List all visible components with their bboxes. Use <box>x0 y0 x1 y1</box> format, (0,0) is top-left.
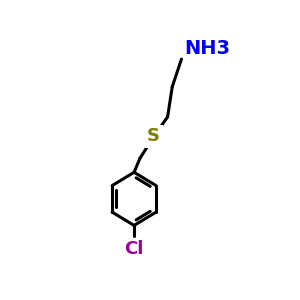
Text: ·: · <box>201 36 206 50</box>
Text: NH3: NH3 <box>184 39 230 58</box>
Text: Cl: Cl <box>124 240 144 258</box>
Text: S: S <box>147 128 160 146</box>
